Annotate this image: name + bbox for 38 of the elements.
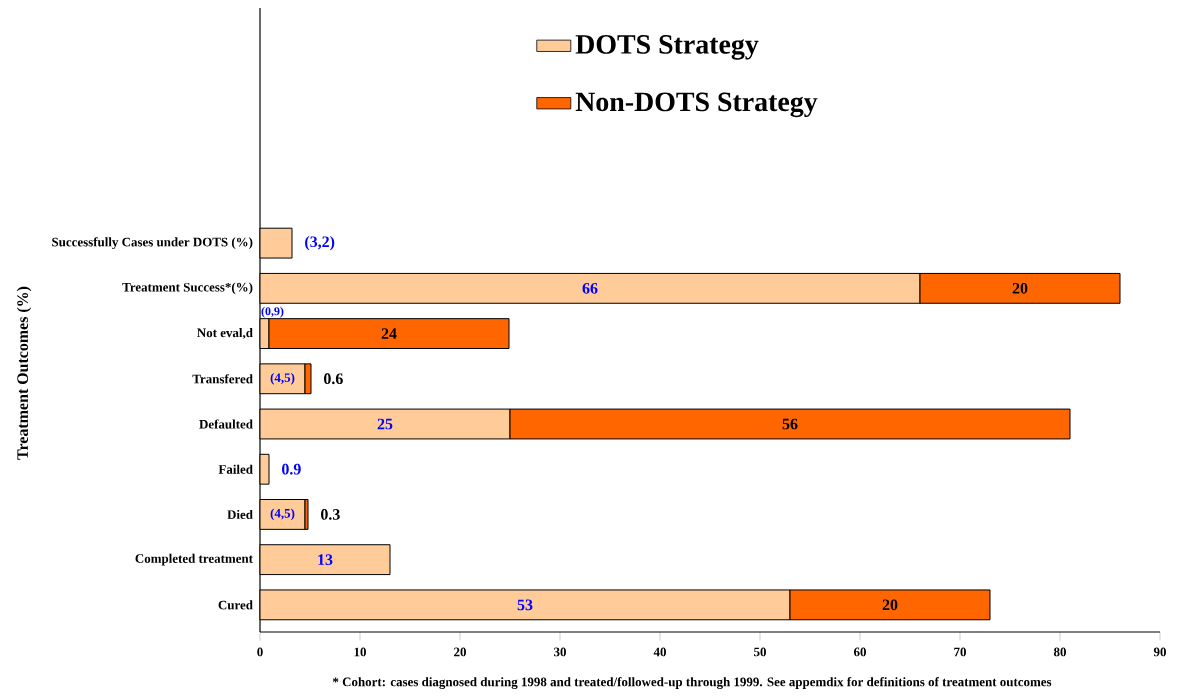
data-label: 53 (517, 599, 533, 611)
data-label: 66 (582, 282, 598, 294)
data-label: 25 (377, 418, 393, 430)
data-label: 24 (381, 328, 397, 339)
data-label: 56 (782, 418, 798, 430)
x-tick-label: 80 (1053, 647, 1066, 657)
data-label: 13 (318, 554, 333, 566)
x-tick-label: 70 (954, 647, 966, 657)
x-tick-label: 20 (454, 647, 466, 657)
data-label: 0.3 (321, 509, 340, 520)
y-tick-label: Defaulted (199, 419, 253, 429)
x-tick-label: 10 (354, 647, 366, 657)
legend-label: Non-DOTS Strategy (575, 92, 818, 118)
data-label: 20 (882, 599, 898, 611)
y-tick-label: Treatment Success*(%) (122, 282, 253, 295)
legend-label: DOTS Strategy (575, 35, 759, 60)
x-tick-label: 40 (653, 647, 666, 657)
y-tick-label: Not eval,d (197, 328, 253, 340)
y-tick-label: Died (227, 509, 253, 519)
x-tick-label: 30 (554, 647, 566, 657)
text: * Cohort: cases diagnosed during 1998 and treated/followed-up through 1999. See appemdix for definitions of treatment outcomes (332, 677, 1052, 689)
data-label: 0.9 (282, 463, 301, 475)
data-label: (0,9) (261, 306, 284, 318)
data-label: (4,5) (270, 508, 295, 521)
y-axis-title: Treatment Outcomes (%) (16, 286, 32, 460)
y-tick-label: Transfered (192, 374, 253, 384)
x-tick-label: 90 (1153, 647, 1166, 657)
y-tick-label: Failed (218, 464, 253, 474)
x-tick-label: 60 (853, 647, 866, 657)
y-tick-label: Successfully Cases under DOTS (%) (52, 237, 253, 250)
data-label: (4,5) (270, 372, 295, 385)
y-tick-label: Completed treatment (135, 553, 253, 566)
x-tick-label: 50 (754, 647, 766, 657)
data-label: 0.6 (324, 373, 343, 385)
data-label: (3,2) (305, 235, 335, 251)
y-tick-label: Cured (218, 600, 253, 610)
x-tick-label: 0 (257, 647, 263, 657)
data-label: 20 (1012, 282, 1028, 294)
